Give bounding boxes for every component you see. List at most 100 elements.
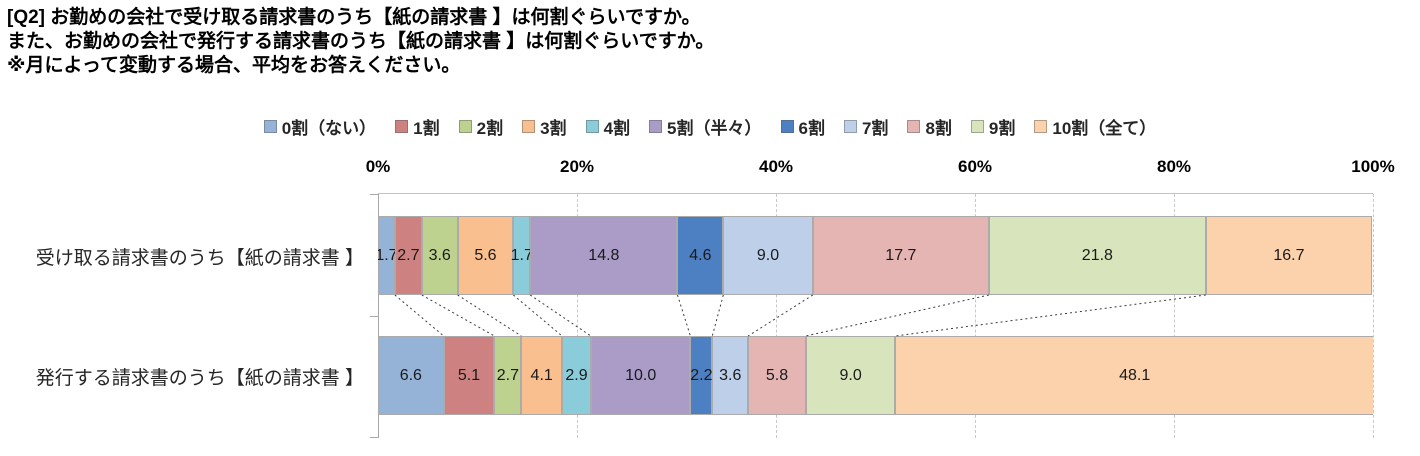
data-label: 5.6: [474, 246, 497, 264]
legend-label: 2割: [476, 119, 504, 138]
legend-label: 9割: [988, 119, 1016, 138]
series-connector-line: [421, 294, 495, 337]
category-label-1: 発行する請求書のうち【紙の請求書 】: [35, 367, 364, 389]
bar-segment: [562, 336, 591, 415]
bar-segment: [677, 216, 724, 295]
legend-swatch-icon: [970, 120, 984, 133]
legend-item-0: 0割（ない）: [263, 114, 377, 139]
data-label: 1.7: [510, 246, 533, 264]
legend-label: 10割（全て）: [1052, 119, 1157, 138]
legend-swatch-icon: [458, 120, 472, 133]
series-connector-line: [747, 294, 814, 337]
bar-segment: [590, 336, 691, 415]
data-label: 21.8: [1081, 246, 1113, 264]
series-connector-line: [805, 294, 990, 337]
series-connector-line: [457, 294, 522, 337]
legend-item-2: 2割: [458, 114, 504, 139]
legend-label: 0割（ない）: [281, 119, 377, 138]
series-connector-line: [711, 294, 724, 337]
x-axis-tick-label: 80%: [1156, 157, 1192, 176]
vertical-gridline: [1373, 194, 1374, 438]
bar-segment: [812, 216, 989, 295]
x-axis-tick-label: 0%: [365, 157, 391, 176]
bar-segment: [988, 216, 1206, 295]
x-axis-tick-label: 20%: [559, 157, 595, 176]
x-axis-tick-label: 40%: [758, 157, 794, 176]
legend-item-8: 8割: [907, 114, 952, 139]
legend-label: 5割（半々）: [667, 119, 762, 138]
bar-segment: [895, 336, 1373, 415]
question-title-line-1: [Q2] お勤めの会社で受け取る請求書のうち【紙の請求書 】は何割ぐらいですか。: [7, 7, 701, 28]
data-label: 4.1: [530, 366, 553, 384]
legend-swatch-icon: [780, 120, 794, 133]
data-label: 3.6: [428, 246, 451, 264]
data-label: 9.0: [839, 366, 862, 384]
category-axis-line: [378, 194, 379, 438]
legend-item-3: 3割: [522, 114, 567, 139]
legend-swatch-icon: [395, 120, 409, 133]
legend-label: 6割: [798, 119, 825, 138]
legend-label: 7割: [861, 119, 889, 138]
x-axis-tick-labels: 0% 20% 40% 60% 80% 100%: [366, 157, 1395, 179]
data-label: 4.6: [689, 246, 712, 264]
legend-item-7: 7割: [843, 114, 889, 139]
legend-swatch-icon: [263, 120, 277, 133]
series-connector-line: [512, 294, 563, 337]
legend-label: 1割: [413, 119, 440, 138]
legend-swatch-icon: [585, 120, 599, 133]
bar-segment: [1205, 216, 1372, 295]
legend-label: 3割: [540, 119, 567, 138]
data-label: 2.9: [565, 366, 588, 384]
plot-area: 1.7 2.7 3.6 5.6 1.7 14.8 4.6 9.0 17.7 21.8 16.7 6.6…: [370, 193, 1374, 438]
data-label: 16.7: [1273, 246, 1305, 264]
category-axis-tick: [370, 194, 378, 195]
data-label: 9.0: [756, 246, 780, 264]
bar-segment: [805, 336, 896, 415]
bar-segment: [394, 216, 422, 295]
series-connector-line: [529, 294, 592, 337]
data-label: 17.7: [885, 246, 917, 264]
series-connector-line: [677, 294, 691, 337]
bar-segment: [378, 216, 395, 295]
chart-legend: 0割（ない） 1割 2割 3割 4割 5割（半々） 6割 7割 8割 9割 10割（全て）: [0, 114, 1420, 139]
legend-swatch-icon: [649, 120, 663, 133]
bar-segment: [748, 336, 806, 415]
category-label-0: 受け取る請求書のうち【紙の請求書 】: [35, 247, 364, 269]
legend-swatch-icon: [1034, 120, 1048, 133]
category-axis-tick: [370, 316, 378, 317]
legend-item-10: 10割（全て）: [1034, 114, 1156, 139]
legend-swatch-icon: [907, 120, 921, 133]
data-label: 5.8: [765, 366, 789, 384]
category-axis-tick: [370, 437, 378, 438]
x-axis-tick-label: 100%: [1351, 157, 1395, 176]
question-title-line-2: また、お勤めの会社で発行する請求書のうち【紙の請求書 】は何割ぐらいですか。: [7, 31, 715, 52]
data-label: 14.8: [588, 246, 620, 264]
data-label: 1.7: [378, 246, 398, 264]
legend-swatch-icon: [843, 120, 857, 133]
bar-segment: [723, 216, 813, 295]
bar-segment: [457, 216, 514, 295]
bar-segment: [712, 336, 749, 415]
legend-item-9: 9割: [970, 114, 1016, 139]
bar-segment: [513, 216, 531, 295]
question-title: [Q2] お勤めの会社で受け取る請求書のうち【紙の請求書 】は何割ぐらいですか。…: [7, 6, 714, 78]
question-title-line-3: ※月によって変動する場合、平均をお答えください。: [7, 55, 461, 76]
legend-item-6: 6割: [780, 114, 825, 139]
bar-segment: [521, 336, 563, 415]
x-axis-tick-label: 60%: [957, 157, 993, 176]
data-label: 3.6: [719, 366, 742, 384]
bar-segment: [690, 336, 713, 415]
legend-label: 4割: [603, 119, 631, 138]
data-label: 10.0: [625, 366, 657, 384]
data-label: 2.7: [397, 246, 420, 264]
series-connector-line: [895, 294, 1206, 337]
legend-item-4: 4割: [585, 114, 631, 139]
stacked-bar-1: 6.6 5.1 2.7 4.1 2.9 10.0 2.2 3.6 5.8 9.0 48.1: [378, 336, 1373, 415]
bar-segment: [494, 336, 522, 415]
data-label: 2.7: [496, 366, 519, 384]
legend-swatch-icon: [522, 120, 536, 133]
bar-segment: [530, 216, 678, 295]
bar-segment: [443, 336, 495, 415]
data-label: 48.1: [1119, 366, 1151, 384]
data-label: 5.1: [457, 366, 481, 384]
